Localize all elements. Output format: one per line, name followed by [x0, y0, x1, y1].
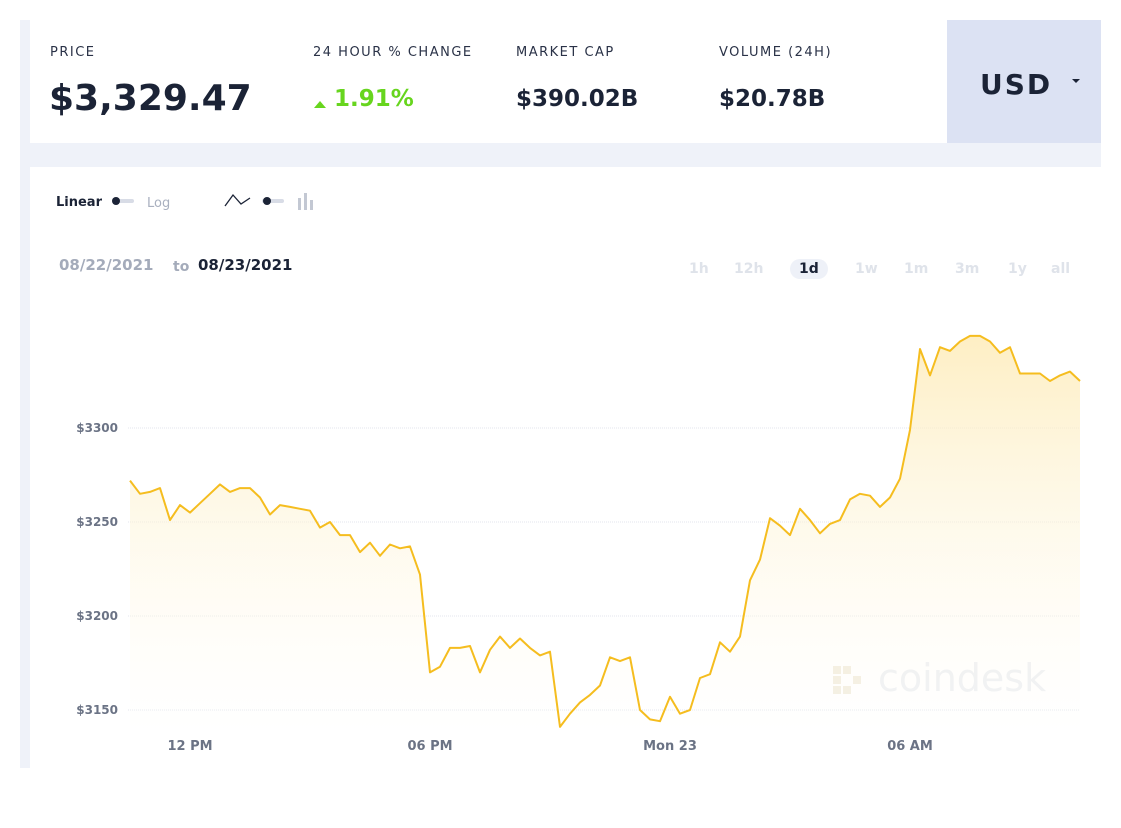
price-line [129, 334, 1081, 728]
date-joiner: to [173, 259, 190, 275]
currency-label: USD [980, 68, 1053, 101]
x-tick-label: 12 PM [167, 739, 212, 754]
x-tick-label: Mon 23 [643, 739, 697, 754]
stat-value: $20.78B [719, 86, 826, 112]
timeframe-button[interactable]: 1d [790, 259, 828, 279]
up-arrow [314, 101, 326, 108]
currency-select[interactable]: USD [947, 20, 1101, 143]
stat-value: 1.91% [334, 86, 414, 112]
timeframe-button[interactable]: all [1051, 261, 1071, 277]
log-label[interactable]: Log [147, 196, 171, 211]
stat-label: PRICE [50, 45, 96, 60]
date-from: 08/22/2021 [59, 256, 154, 274]
stat-value: $3,329.47 [49, 78, 252, 119]
y-tick-label: $3300 [76, 421, 118, 435]
linear-label[interactable]: Linear [56, 195, 102, 210]
timeframe-button[interactable]: 1y [1008, 261, 1027, 277]
timeframe-button[interactable]: 12h [734, 261, 764, 277]
timeframe-button[interactable]: 3m [955, 261, 980, 277]
y-tick-label: $3250 [76, 515, 118, 529]
timeframe-button[interactable]: 1h [689, 261, 709, 277]
stat-label: 24 HOUR % CHANGE [313, 45, 473, 60]
stat-label: MARKET CAP [516, 45, 615, 60]
stat-label: VOLUME (24H) [719, 45, 833, 60]
y-tick-label: $3150 [76, 703, 118, 717]
dropdown-caret [1072, 79, 1080, 83]
date-to: 08/23/2021 [198, 256, 293, 274]
x-tick-label: 06 AM [887, 739, 933, 754]
area-fill [130, 335, 1080, 735]
y-tick-label: $3200 [76, 609, 118, 623]
timeframe-button[interactable]: 1m [904, 261, 929, 277]
x-tick-label: 06 PM [407, 739, 452, 754]
timeframe-button[interactable]: 1w [855, 261, 878, 277]
scale-toggle[interactable] [110, 195, 138, 207]
stat-value: $390.02B [516, 86, 639, 112]
chart-type-toggle[interactable] [222, 190, 322, 212]
stats-header [30, 20, 947, 143]
